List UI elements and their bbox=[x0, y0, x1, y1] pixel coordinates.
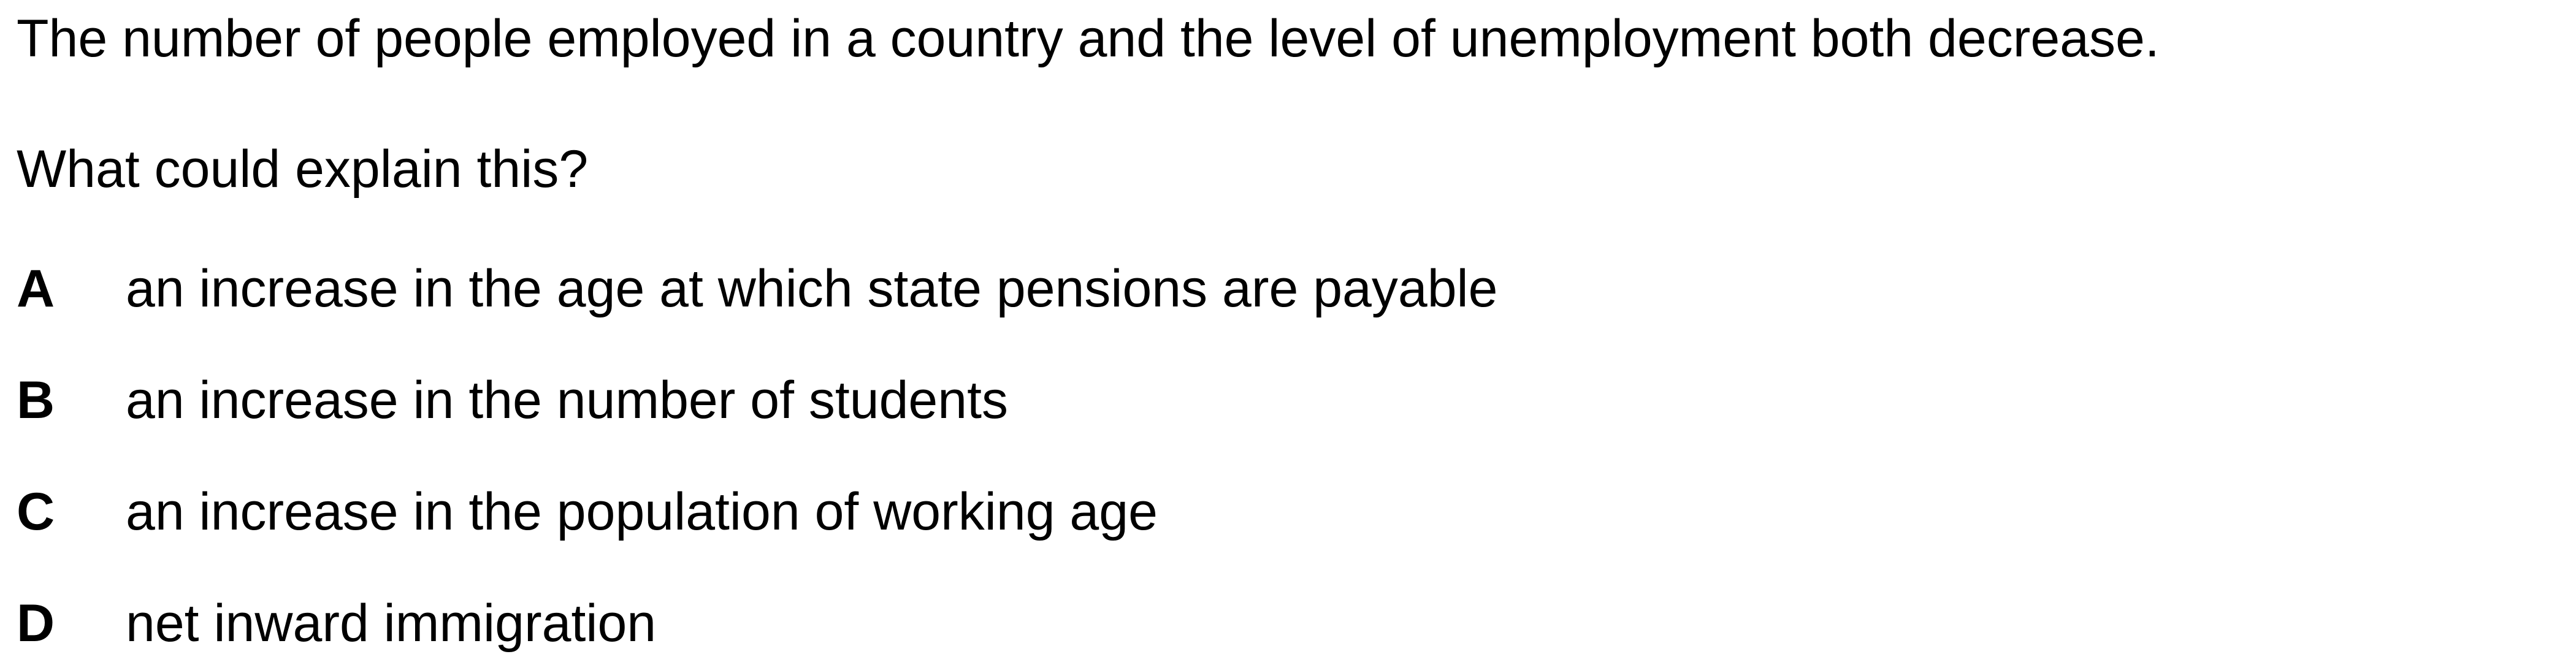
option-text: net inward immigration bbox=[126, 594, 657, 653]
option-letter: C bbox=[17, 482, 55, 541]
question-prompt: What could explain this? bbox=[17, 140, 589, 199]
option-text: an increase in the number of students bbox=[126, 371, 1008, 430]
option-text: an increase in the population of working… bbox=[126, 482, 1158, 541]
option-letter: D bbox=[17, 594, 55, 653]
option-a: A an increase in the age at which state … bbox=[17, 262, 2531, 324]
option-letter: B bbox=[17, 371, 55, 430]
option-b: B an increase in the number of students bbox=[17, 374, 2531, 435]
option-letter: A bbox=[17, 259, 55, 318]
question-statement: The number of people employed in a count… bbox=[17, 9, 2160, 68]
option-d: D net inward immigration bbox=[17, 597, 2531, 658]
option-c: C an increase in the population of worki… bbox=[17, 485, 2531, 547]
option-text: an increase in the age at which state pe… bbox=[126, 259, 1498, 318]
